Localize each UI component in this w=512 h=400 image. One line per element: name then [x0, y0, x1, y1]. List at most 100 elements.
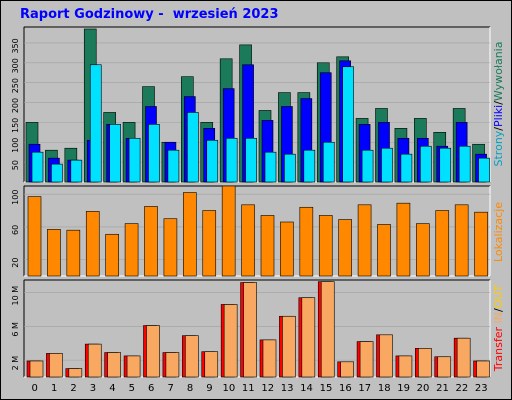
pages-bar [148, 124, 160, 183]
pages-bar [31, 151, 44, 183]
bottom-legend-part: IN [492, 312, 505, 327]
locations-bar [144, 206, 158, 277]
top-panel [23, 26, 491, 183]
locations-bar [474, 211, 488, 277]
locations-bar [280, 221, 294, 277]
transfer-in-bar [87, 343, 102, 378]
locations-bar [85, 211, 100, 277]
hour-label: 21 [436, 383, 449, 394]
hour-label: 5 [129, 383, 135, 394]
transfer-in-bar [320, 281, 335, 378]
top-legend-part: Pliki [492, 105, 505, 127]
hour-label: 22 [456, 383, 469, 394]
pages-bar [458, 145, 471, 183]
top-legend-part: Wywołania [492, 42, 505, 102]
locations-bar [377, 224, 391, 277]
hour-label: 13 [281, 383, 294, 394]
bottom-legend-part: Transfer [492, 326, 505, 372]
pages-bar [361, 149, 374, 183]
pages-bar [303, 149, 316, 183]
pages-bar [206, 139, 219, 183]
transfer-in-bar [282, 315, 296, 378]
transfer-in-bar [223, 304, 238, 378]
transfer-in-bar [243, 282, 257, 378]
locations-bar [435, 210, 450, 277]
hour-label: 15 [320, 383, 333, 394]
locations-bar [202, 210, 217, 277]
locations-bar [357, 204, 372, 277]
locations-bar [27, 196, 42, 277]
middle-ytick-label: 100 [11, 190, 20, 205]
hour-label: 23 [475, 383, 488, 394]
pages-bar [439, 147, 452, 183]
top-legend-part: Strony [492, 130, 505, 166]
transfer-in-bar [301, 297, 316, 378]
top-legend-part: / [492, 127, 505, 131]
locations-bar [396, 202, 411, 277]
hour-label: 1 [51, 383, 57, 394]
hour-label: 3 [90, 383, 96, 394]
top-ytick-label: 200 [11, 98, 20, 113]
pages-bar [342, 66, 354, 183]
pages-bar [284, 153, 296, 183]
locations-bar [47, 229, 61, 277]
bottom-legend: Transfer IN/OUT [492, 285, 505, 373]
hour-label: 20 [417, 383, 430, 394]
hour-label: 0 [32, 383, 38, 394]
middle-ytick-label: 60 [11, 225, 20, 235]
bottom-ytick-label: 2 M [11, 356, 20, 371]
top-ytick-label: 250 [11, 78, 20, 93]
pages-bar [128, 137, 141, 183]
locations-bar [260, 215, 275, 277]
transfer-in-bar [29, 360, 44, 378]
transfer-in-bar [146, 325, 160, 378]
hour-label: 18 [378, 383, 391, 394]
locations-bar [241, 204, 255, 277]
transfer-in-bar [204, 351, 219, 378]
transfer-in-bar [359, 341, 374, 378]
top-ytick-label: 350 [11, 38, 20, 53]
transfer-in-bar [379, 334, 393, 378]
hour-label: 8 [187, 383, 193, 394]
transfer-in-bar [340, 361, 354, 378]
hour-label: 7 [167, 383, 173, 394]
pages-bar [245, 137, 257, 183]
top-legend-part: / [492, 101, 505, 105]
locations-bar [105, 233, 119, 277]
top-ytick-label: 100 [11, 138, 20, 153]
top-legend: Strony/Pliki/Wywołania [492, 42, 505, 167]
pages-bar [400, 153, 413, 183]
transfer-in-bar [107, 352, 121, 378]
transfer-in-bar [185, 335, 199, 378]
hour-label: 11 [242, 383, 255, 394]
transfer-in-bar [456, 337, 471, 378]
hour-label: 9 [206, 383, 212, 394]
top-ytick-label: 50 [11, 160, 20, 170]
locations-bar [454, 204, 469, 277]
transfer-in-bar [437, 356, 452, 378]
locations-bar [299, 206, 314, 277]
bottom-panel [23, 279, 491, 378]
hour-label: 4 [109, 383, 115, 394]
hour-label: 6 [148, 383, 154, 394]
transfer-in-bar [49, 353, 63, 378]
transfer-in-bar [68, 368, 83, 378]
locations-bar [163, 218, 178, 277]
middle-legend-part: Lokalizacje [492, 202, 505, 262]
pages-bar [167, 149, 180, 183]
pages-bar [70, 159, 83, 183]
hour-label: 14 [300, 383, 313, 394]
hour-label: 16 [339, 383, 352, 394]
transfer-in-bar [418, 348, 432, 378]
locations-bar [183, 192, 197, 277]
transfer-in-bar [476, 360, 490, 378]
transfer-in-bar [165, 352, 180, 378]
bottom-ytick-label: 6 M [11, 322, 20, 337]
pages-bar [478, 157, 490, 183]
transfer-in-bar [126, 355, 141, 378]
pages-bar [187, 112, 199, 183]
transfer-in-bar [262, 339, 277, 378]
pages-bar [109, 124, 121, 183]
pages-bar [322, 141, 335, 183]
locations-bar [338, 219, 352, 277]
